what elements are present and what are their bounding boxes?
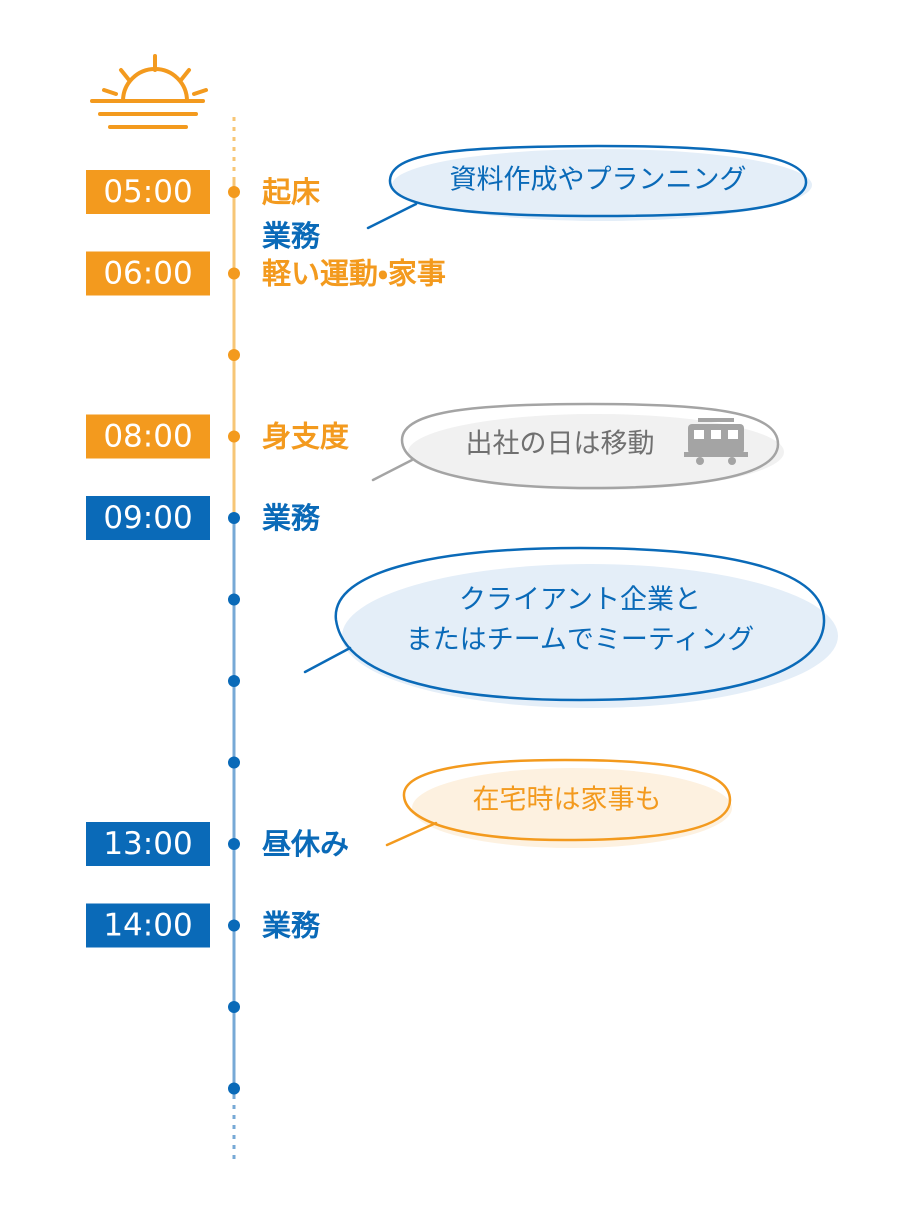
activity-label: 業務 [262,219,321,253]
timeline-dot [228,838,240,850]
note-text: 資料作成やプランニング [450,165,747,196]
time-badge [86,496,210,540]
activity-label: 昼休み [262,827,349,861]
activity-label: 起床 [262,175,320,209]
note-text: またはチームでミーティング [406,625,755,656]
note-bubble: 資料作成やプランニング [366,144,812,230]
time-badge [86,903,210,948]
timeline-dots [228,186,240,1095]
time-badge [86,822,210,866]
note-bubble: クライアント企業と またはチームでミーティング [303,546,838,708]
note-bubble: 出社の日は移動 [371,402,784,490]
timeline-dot [228,512,240,524]
sun-icon [90,54,208,129]
timeline-dot [228,919,240,932]
note-text: 出社の日は移動 [466,429,655,460]
timeline-dot [228,675,240,687]
train-icon [684,418,748,465]
time-label: 13:00 [103,826,192,862]
time-label: 09:00 [103,500,192,536]
timeline-dot [228,756,240,769]
time-badge [86,251,210,296]
activity-label: 業務 [262,909,321,943]
timeline-dot [228,1082,240,1095]
timeline-dot [228,349,240,361]
activity-label: 軽い運動・家事 [262,257,446,291]
note-bubble: 在宅時は家事も [385,758,732,848]
timeline-dot [228,593,240,606]
time-label: 14:00 [103,908,192,944]
activity-label: 身支度 [262,420,349,454]
activity-label: 業務 [262,501,321,535]
timeline-dot [228,430,240,443]
timeline-dot [228,267,240,280]
timeline-dot [228,1001,240,1013]
note-text: 在宅時は家事も [473,785,662,816]
time-badge [86,414,210,459]
time-badge [86,170,210,214]
time-label: 08:00 [103,419,192,455]
note-text: クライアント企業と [459,585,701,616]
time-label: 06:00 [103,256,192,292]
time-label: 05:00 [103,174,192,210]
timeline-dot [228,186,240,198]
